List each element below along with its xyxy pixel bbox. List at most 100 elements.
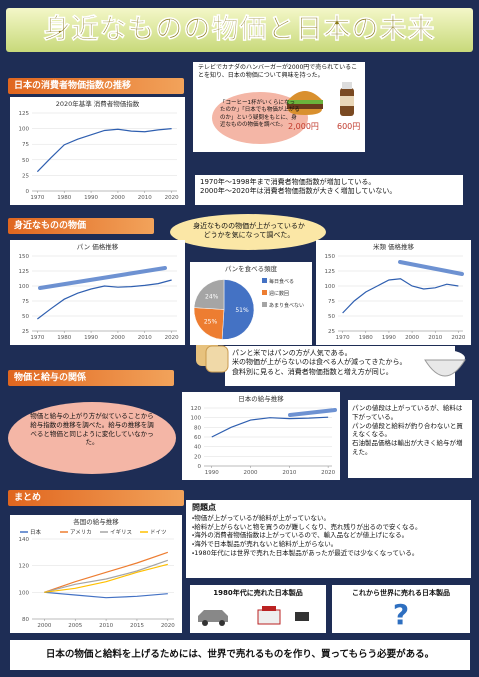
x-tick-label: 2020 (165, 335, 179, 341)
wage-note: 物価と給与の上がり方が似ていることから給与指数の推移を調べた。給与の推移を調べる… (30, 412, 154, 447)
summary-line: 2000年～2020年は消費者物価指数が大きく増加していない。 (200, 187, 460, 196)
x-tick-label: 1970 (30, 335, 44, 341)
x-tick-label: 2005 (68, 623, 82, 629)
slice-label: 25% (204, 318, 218, 325)
legend-label: ドイツ (150, 530, 167, 536)
y-tick-label: 0 (198, 464, 202, 470)
y-tick-label: 140 (19, 537, 30, 543)
y-tick-label: 40 (194, 445, 201, 451)
legend-label: 週に数回 (269, 290, 289, 297)
x-tick-label: 1970 (30, 195, 44, 201)
y-tick-label: 75 (22, 299, 29, 305)
y-tick-label: 75 (22, 142, 29, 148)
past-products-label: 1980年代に売れた日本製品 (190, 589, 326, 598)
problem-item: ・1980年代には世界で売れた日本製品があったが最近では少なくなっている。 (192, 549, 468, 558)
section-heading: 物価と給与の関係 (8, 370, 174, 386)
x-tick-label: 1990 (84, 335, 98, 341)
legend-label: あまり食べない (269, 302, 304, 309)
section-heading: まとめ (8, 490, 184, 506)
x-tick-label: 1980 (57, 195, 71, 201)
chart-title: パン 価格推移 (77, 242, 119, 251)
legend-label: 毎日食べる (269, 278, 294, 285)
chart-title: パンを食べる頻度 (225, 264, 278, 273)
x-tick-label: 2015 (130, 623, 144, 629)
chart-title: 米類 価格推移 (373, 242, 415, 251)
chart-background (182, 392, 340, 480)
wage-point: パンの値段と給料が釣り合わないと買えなくなる。 (352, 422, 468, 440)
x-tick-label: 2000 (37, 623, 51, 629)
x-tick-label: 1990 (84, 195, 98, 201)
legend-swatch (262, 302, 267, 307)
x-tick-label: 2010 (99, 623, 113, 629)
conclusion: 日本の物価と給料を上げるためには、世界で売れるものを作り、買ってもらう必要がある… (12, 640, 468, 670)
y-tick-label: 125 (325, 269, 336, 275)
x-tick-label: 1980 (57, 335, 71, 341)
y-tick-label: 50 (22, 314, 29, 320)
chart-title: 2020年基準 消費者物価指数 (56, 99, 140, 108)
section-heading: 身近なものの物価 (8, 218, 154, 234)
legend-swatch (262, 278, 267, 283)
legend-label: アメリカ (70, 529, 92, 536)
y-tick-label: 50 (22, 158, 29, 164)
summary-line: 米の物価が上がらないのは食べる人が減ってきたから。 (232, 358, 452, 367)
section-heading: 日本の消費者物価指数の推移 (8, 78, 184, 94)
y-tick-label: 25 (22, 329, 29, 335)
cpi-summary: 1970年～1998年まで消費者物価指数が増加している。 2000年～2020年… (200, 178, 460, 197)
bread-bubble-text: 身近なものの物価が上がっているかどうかを気になって調べた。 (190, 222, 308, 241)
problem-item: ・給料が上がらないと物を買うのが難しくなり、売れ残りが出るので安くなる。 (192, 523, 468, 532)
slice-label: 24% (205, 293, 219, 300)
y-tick-label: 120 (19, 564, 30, 570)
x-tick-label: 2010 (138, 335, 152, 341)
x-tick-label: 2010 (428, 335, 442, 341)
y-tick-label: 120 (191, 406, 202, 412)
x-tick-label: 2000 (244, 470, 258, 476)
y-tick-label: 80 (194, 425, 201, 431)
x-tick-label: 2000 (405, 335, 419, 341)
y-tick-label: 100 (191, 416, 202, 422)
price-label: 600円 (337, 122, 360, 133)
x-tick-label: 2010 (282, 470, 296, 476)
y-tick-label: 125 (19, 269, 30, 275)
y-tick-label: 50 (328, 314, 335, 320)
problems-heading: 問題点 (192, 503, 468, 514)
x-tick-label: 2020 (165, 195, 179, 201)
y-tick-label: 25 (328, 329, 335, 335)
legend-label: イギリス (110, 529, 132, 536)
y-tick-label: 100 (325, 284, 336, 290)
x-tick-label: 2020 (321, 470, 335, 476)
y-tick-label: 150 (19, 254, 30, 260)
y-tick-label: 60 (194, 435, 201, 441)
x-tick-label: 2020 (451, 335, 465, 341)
x-tick-label: 2020 (161, 623, 175, 629)
problem-item: ・海外で日本製品が売れないと給料が上がらない。 (192, 540, 468, 549)
poster: 2020年基準 消費者物価指数 0 25 50 75 100 125 1970 1980 1990… (0, 0, 479, 677)
wage-point: パンの値段は上がっているが、給料は下がっている。 (352, 404, 468, 422)
x-tick-label: 2000 (111, 335, 125, 341)
x-tick-label: 1990 (205, 470, 219, 476)
y-tick-label: 150 (325, 254, 336, 260)
x-tick-label: 2010 (138, 195, 152, 201)
y-tick-label: 100 (19, 127, 30, 133)
y-tick-label: 80 (22, 617, 29, 623)
y-tick-label: 125 (19, 111, 30, 117)
bread-summary: パンと米ではパンの方が人気である。 米の物価が上がらないのは食べる人が減ってきた… (232, 349, 452, 377)
chart-title: 日本の給与推移 (238, 394, 284, 403)
y-tick-label: 100 (19, 590, 30, 596)
chart-title: 各国の給与推移 (73, 517, 119, 526)
x-tick-label: 1970 (336, 335, 350, 341)
problem-item: ・海外の消費者物価指数は上がっているので、輸入品などが値上げになる。 (192, 531, 468, 540)
summary-line: 食料別に見ると、消費者物価指数と増え方が同じ。 (232, 368, 452, 377)
problem-item: ・物価が上がっているが給料が上がっていない。 (192, 514, 468, 523)
legend-label: 日本 (30, 528, 42, 536)
poster-title: 身近なものの物価と日本の未来 (8, 10, 471, 50)
y-tick-label: 25 (22, 173, 29, 179)
legend-swatch (262, 290, 267, 295)
slice-label: 51% (235, 307, 249, 314)
x-tick-label: 1980 (359, 335, 373, 341)
y-tick-label: 75 (328, 299, 335, 305)
price-label: 2,000円 (288, 122, 319, 133)
question-mark: ? (332, 598, 470, 632)
intro-text: テレビでカナダのハンバーガーが2000円で売られていることを知り、日本の物価につ… (198, 64, 360, 80)
wage-points: パンの値段は上がっているが、給料は下がっている。 パンの値段と給料が釣り合わない… (352, 404, 468, 457)
x-tick-label: 2000 (111, 195, 125, 201)
